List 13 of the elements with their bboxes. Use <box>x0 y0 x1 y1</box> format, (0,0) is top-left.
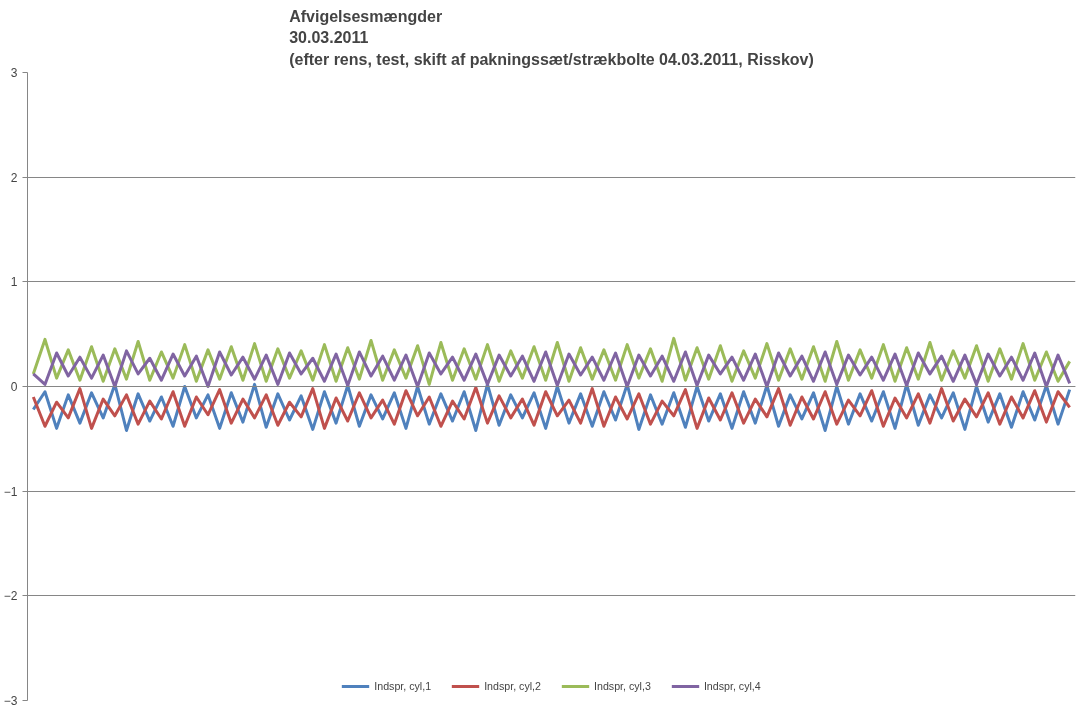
chart-title: Afvigelsesmængder 30.03.2011 (efter rens, test, skift af pakningssæt/strækbolte 04.03.2011, Risskov) <box>289 8 814 68</box>
legend-label: Indspr, cyl,2 <box>484 680 541 692</box>
y-tick-label: 1 <box>10 275 18 290</box>
legend-label: Indspr, cyl,3 <box>594 680 651 692</box>
y-tick-label: 3 <box>10 66 18 80</box>
y-tick-label: 2 <box>10 170 18 185</box>
legend-label: Indspr, cyl,4 <box>703 680 761 692</box>
legend-label: Indspr, cyl,1 <box>374 680 432 692</box>
y-tick-label: −3 <box>3 694 18 708</box>
y-tick-label: −2 <box>3 589 18 604</box>
y-tick-label: 0 <box>10 380 18 394</box>
line-series <box>31 349 1072 388</box>
y-tick-label: −1 <box>3 484 18 499</box>
